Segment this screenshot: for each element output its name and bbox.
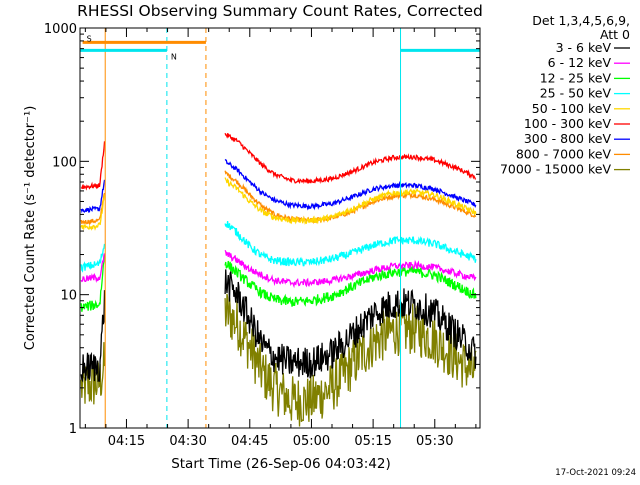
y-tick-label: 10 — [60, 289, 77, 304]
y-axis-label: Corrected Count Rate (s⁻¹ detector⁻¹) — [23, 106, 38, 351]
series-line — [224, 133, 476, 185]
series-line — [80, 254, 106, 312]
series-line — [224, 221, 477, 267]
series-line — [80, 141, 106, 191]
x-axis-label: Start Time (26-Sep-06 04:03:42) — [171, 456, 391, 472]
footer-date: 17-Oct-2021 09:24 — [555, 468, 636, 478]
series-line — [224, 250, 477, 289]
y-tick-label: 1000 — [44, 22, 77, 37]
y-tick-label: 100 — [52, 155, 77, 170]
legend-label: 6 - 12 keV — [548, 55, 612, 70]
legend-label: 12 - 25 keV — [540, 70, 612, 85]
legend-label: 300 - 800 keV — [524, 131, 612, 146]
series-line — [224, 260, 477, 307]
x-tick-label: 04:30 — [169, 434, 206, 449]
legend-label: 3 - 6 keV — [556, 40, 612, 55]
x-tick-label: 05:15 — [354, 434, 391, 449]
legend-label: 50 - 100 keV — [532, 101, 612, 116]
legend-label: 25 - 50 keV — [540, 86, 612, 101]
plot-frame — [79, 27, 481, 429]
series-line — [80, 194, 106, 231]
series-line — [80, 243, 106, 273]
legend-label: 100 - 300 keV — [524, 116, 612, 131]
x-tick-label: 04:15 — [108, 434, 145, 449]
x-tick-label: 05:30 — [416, 434, 453, 449]
legend-header-line: Att 0 — [600, 27, 630, 42]
axes: 1 10 100 1000 04:15 04:30 04:45 05:00 05:15 05:30 — [44, 22, 481, 449]
series-line — [80, 179, 106, 214]
series-line — [80, 290, 106, 383]
series-line — [80, 253, 106, 283]
plot-area: SN — [80, 28, 481, 428]
y-tick-label: 1 — [69, 422, 77, 437]
legend-label: 800 - 7000 keV — [516, 146, 612, 161]
series-line — [224, 293, 477, 427]
series-line — [224, 269, 477, 379]
x-tick-label: 05:00 — [293, 434, 330, 449]
flag-label: N — [171, 52, 177, 61]
legend-label: 7000 - 15000 keV — [500, 162, 611, 177]
flag-label: S — [87, 34, 92, 43]
series-line — [224, 158, 477, 211]
chart-title: RHESSI Observing Summary Count Rates, Co… — [77, 2, 483, 20]
legend-header-line: Det 1,3,4,5,6,9, — [532, 13, 630, 28]
x-tick-label: 04:45 — [231, 434, 268, 449]
series-line — [224, 177, 477, 225]
